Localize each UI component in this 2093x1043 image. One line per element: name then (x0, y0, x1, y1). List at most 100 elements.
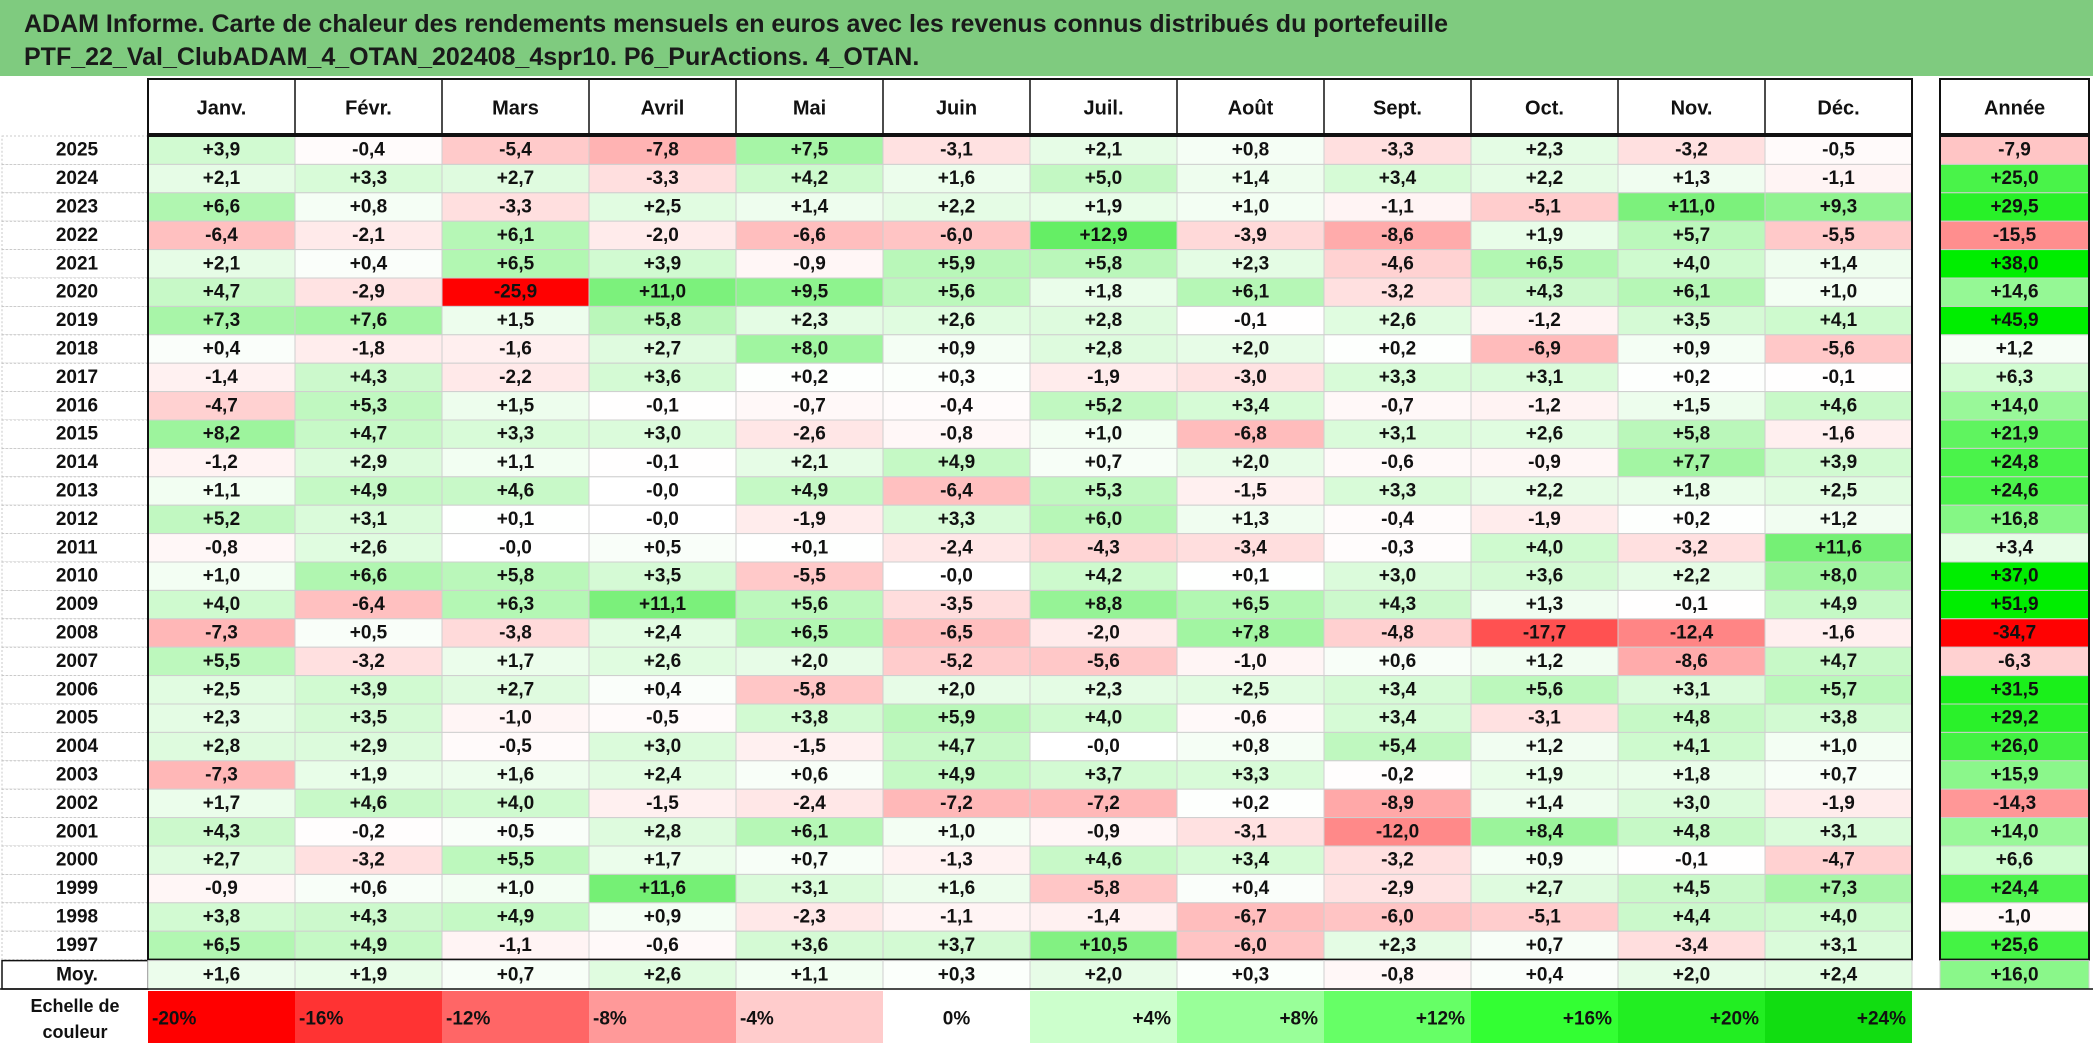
heatmap-cell (147, 731, 296, 762)
heatmap-cell (147, 873, 296, 904)
row-year-label: 2019 (56, 310, 98, 331)
row-year-label: 2011 (56, 537, 98, 558)
heatmap-cell-value: +1,5 (497, 310, 535, 331)
year-cell (1, 220, 149, 250)
heatmap-cell (882, 305, 1031, 336)
heatmap-cell (588, 760, 737, 790)
heatmap-cell-value: +3,5 (644, 566, 682, 587)
heatmap-cell (588, 930, 737, 961)
annual-cell (1939, 618, 2090, 648)
heatmap-cell-value: +7,3 (203, 310, 241, 331)
heatmap-cell (1029, 902, 1178, 932)
heatmap-cell-value: -2,6 (793, 424, 826, 445)
heatmap-cell-value: +5,9 (938, 708, 976, 729)
heatmap-cell-value: -5,2 (940, 651, 973, 672)
heatmap-cell-value: +1,4 (1820, 253, 1858, 274)
row-year-label: 2007 (56, 651, 98, 672)
heatmap-cell (294, 163, 443, 194)
heatmap-cell-value: +11,0 (639, 282, 686, 303)
heatmap-cell (147, 334, 296, 364)
heatmap-cell-value: +0,5 (350, 623, 388, 644)
heatmap-cell (1029, 646, 1178, 677)
heatmap-cell (1617, 419, 1766, 449)
annual-cell-value: -15,5 (1993, 225, 2037, 246)
heatmap-cell-value: +5,7 (1673, 225, 1711, 246)
heatmap-cell-value: -3,2 (352, 850, 385, 871)
heatmap-cell (1470, 646, 1619, 677)
chart-title-line-1: ADAM Informe. Carte de chaleur des rende… (24, 10, 1449, 38)
heatmap-cell-value: +5,6 (1526, 679, 1564, 700)
heatmap-cell (588, 618, 737, 648)
heatmap-cell (441, 873, 590, 904)
heatmap-cell-value: +3,8 (1820, 708, 1858, 729)
heatmap-cell-value: +1,6 (938, 168, 976, 189)
heatmap-cell (1176, 192, 1325, 222)
heatmap-cell-value: -12,4 (1670, 623, 1714, 644)
heatmap-cell-value: -5,8 (1087, 878, 1120, 899)
heatmap-cell-value: +3,3 (1232, 765, 1270, 786)
heatmap-cell (441, 476, 590, 506)
heatmap-cell (1617, 533, 1766, 563)
heatmap-cell-value: +0,3 (938, 367, 976, 388)
row-year-label: 2001 (56, 821, 99, 842)
legend-swatch (1324, 991, 1471, 1043)
column-header-annual: Année (1984, 98, 2045, 120)
heatmap-cell-value: +5,8 (497, 566, 535, 587)
heatmap-cell-value: +10,5 (1079, 935, 1128, 956)
heatmap-cell-value: +2,7 (203, 850, 241, 871)
heatmap-cell (294, 504, 443, 535)
heatmap-cell-value: +3,0 (1673, 793, 1711, 814)
annual-cell-value: +6,6 (1996, 850, 2034, 871)
heatmap-cell-value: +0,8 (1232, 736, 1270, 757)
heatmap-cell-value: +1,8 (1673, 481, 1711, 502)
annual-cell (1939, 902, 2090, 932)
heatmap-cell (1764, 675, 1913, 705)
heatmap-cell (1764, 249, 1913, 279)
heatmap-cell-value: +2,5 (1820, 481, 1858, 502)
heatmap-cell-value: +4,0 (203, 594, 241, 615)
heatmap-cell-value: +2,1 (203, 168, 241, 189)
average-cell (147, 960, 296, 990)
heatmap-cell (882, 447, 1031, 478)
heatmap-cell (1176, 476, 1325, 506)
heatmap-cell-value: +0,4 (644, 679, 682, 700)
heatmap-cell-value: -2,4 (940, 537, 973, 558)
column-header-month: Oct. (1525, 98, 1564, 120)
heatmap-cell-value: +1,9 (1526, 765, 1564, 786)
column-header-month: Juil. (1083, 98, 1123, 120)
heatmap-cell-value: +6,1 (1673, 282, 1711, 303)
heatmap-cell-value: -0,5 (646, 708, 679, 729)
heatmap-cell-value: +2,4 (644, 765, 682, 786)
annual-cell (1939, 277, 2090, 307)
heatmap-cell (441, 930, 590, 961)
heatmap-cell-value: +1,3 (1673, 168, 1711, 189)
heatmap-cell-value: +3,4 (1379, 679, 1417, 700)
heatmap-cell-value: +1,0 (1820, 282, 1858, 303)
row-year-label: 2016 (56, 395, 98, 416)
heatmap-cell-value: +2,8 (1085, 339, 1123, 360)
heatmap-cell (1617, 192, 1766, 222)
heatmap-cell-value: +1,2 (1526, 736, 1564, 757)
heatmap-cell-value: -3,3 (499, 197, 532, 218)
heatmap-cell-value: +2,3 (1085, 679, 1123, 700)
column-header-month: Déc. (1817, 98, 1859, 120)
heatmap-cell (1323, 192, 1472, 222)
heatmap-cell (147, 788, 296, 819)
heatmap-cell (294, 476, 443, 506)
heatmap-cell-value: +5,6 (938, 282, 976, 303)
heatmap-cell-value: +2,6 (938, 310, 976, 331)
heatmap-cell (588, 305, 737, 336)
annual-cell (1939, 533, 2090, 563)
heatmap-cell (1176, 305, 1325, 336)
average-cell-value: -0,8 (1381, 964, 1414, 985)
row-year-label: 2003 (56, 765, 98, 786)
heatmap-cell-value: +1,0 (1232, 197, 1270, 218)
heatmap-cell-value: +3,1 (1526, 367, 1564, 388)
heatmap-cell-value: -0,1 (646, 395, 679, 416)
annual-cell-value: +14,0 (1990, 395, 2038, 416)
column-header-month: Févr. (345, 98, 392, 120)
heatmap-cell-value: -6,4 (205, 225, 238, 246)
average-cell-value: +0,3 (1232, 964, 1270, 985)
annual-cell-value: +14,0 (1990, 821, 2038, 842)
heatmap-cell-value: +7,6 (350, 310, 388, 331)
